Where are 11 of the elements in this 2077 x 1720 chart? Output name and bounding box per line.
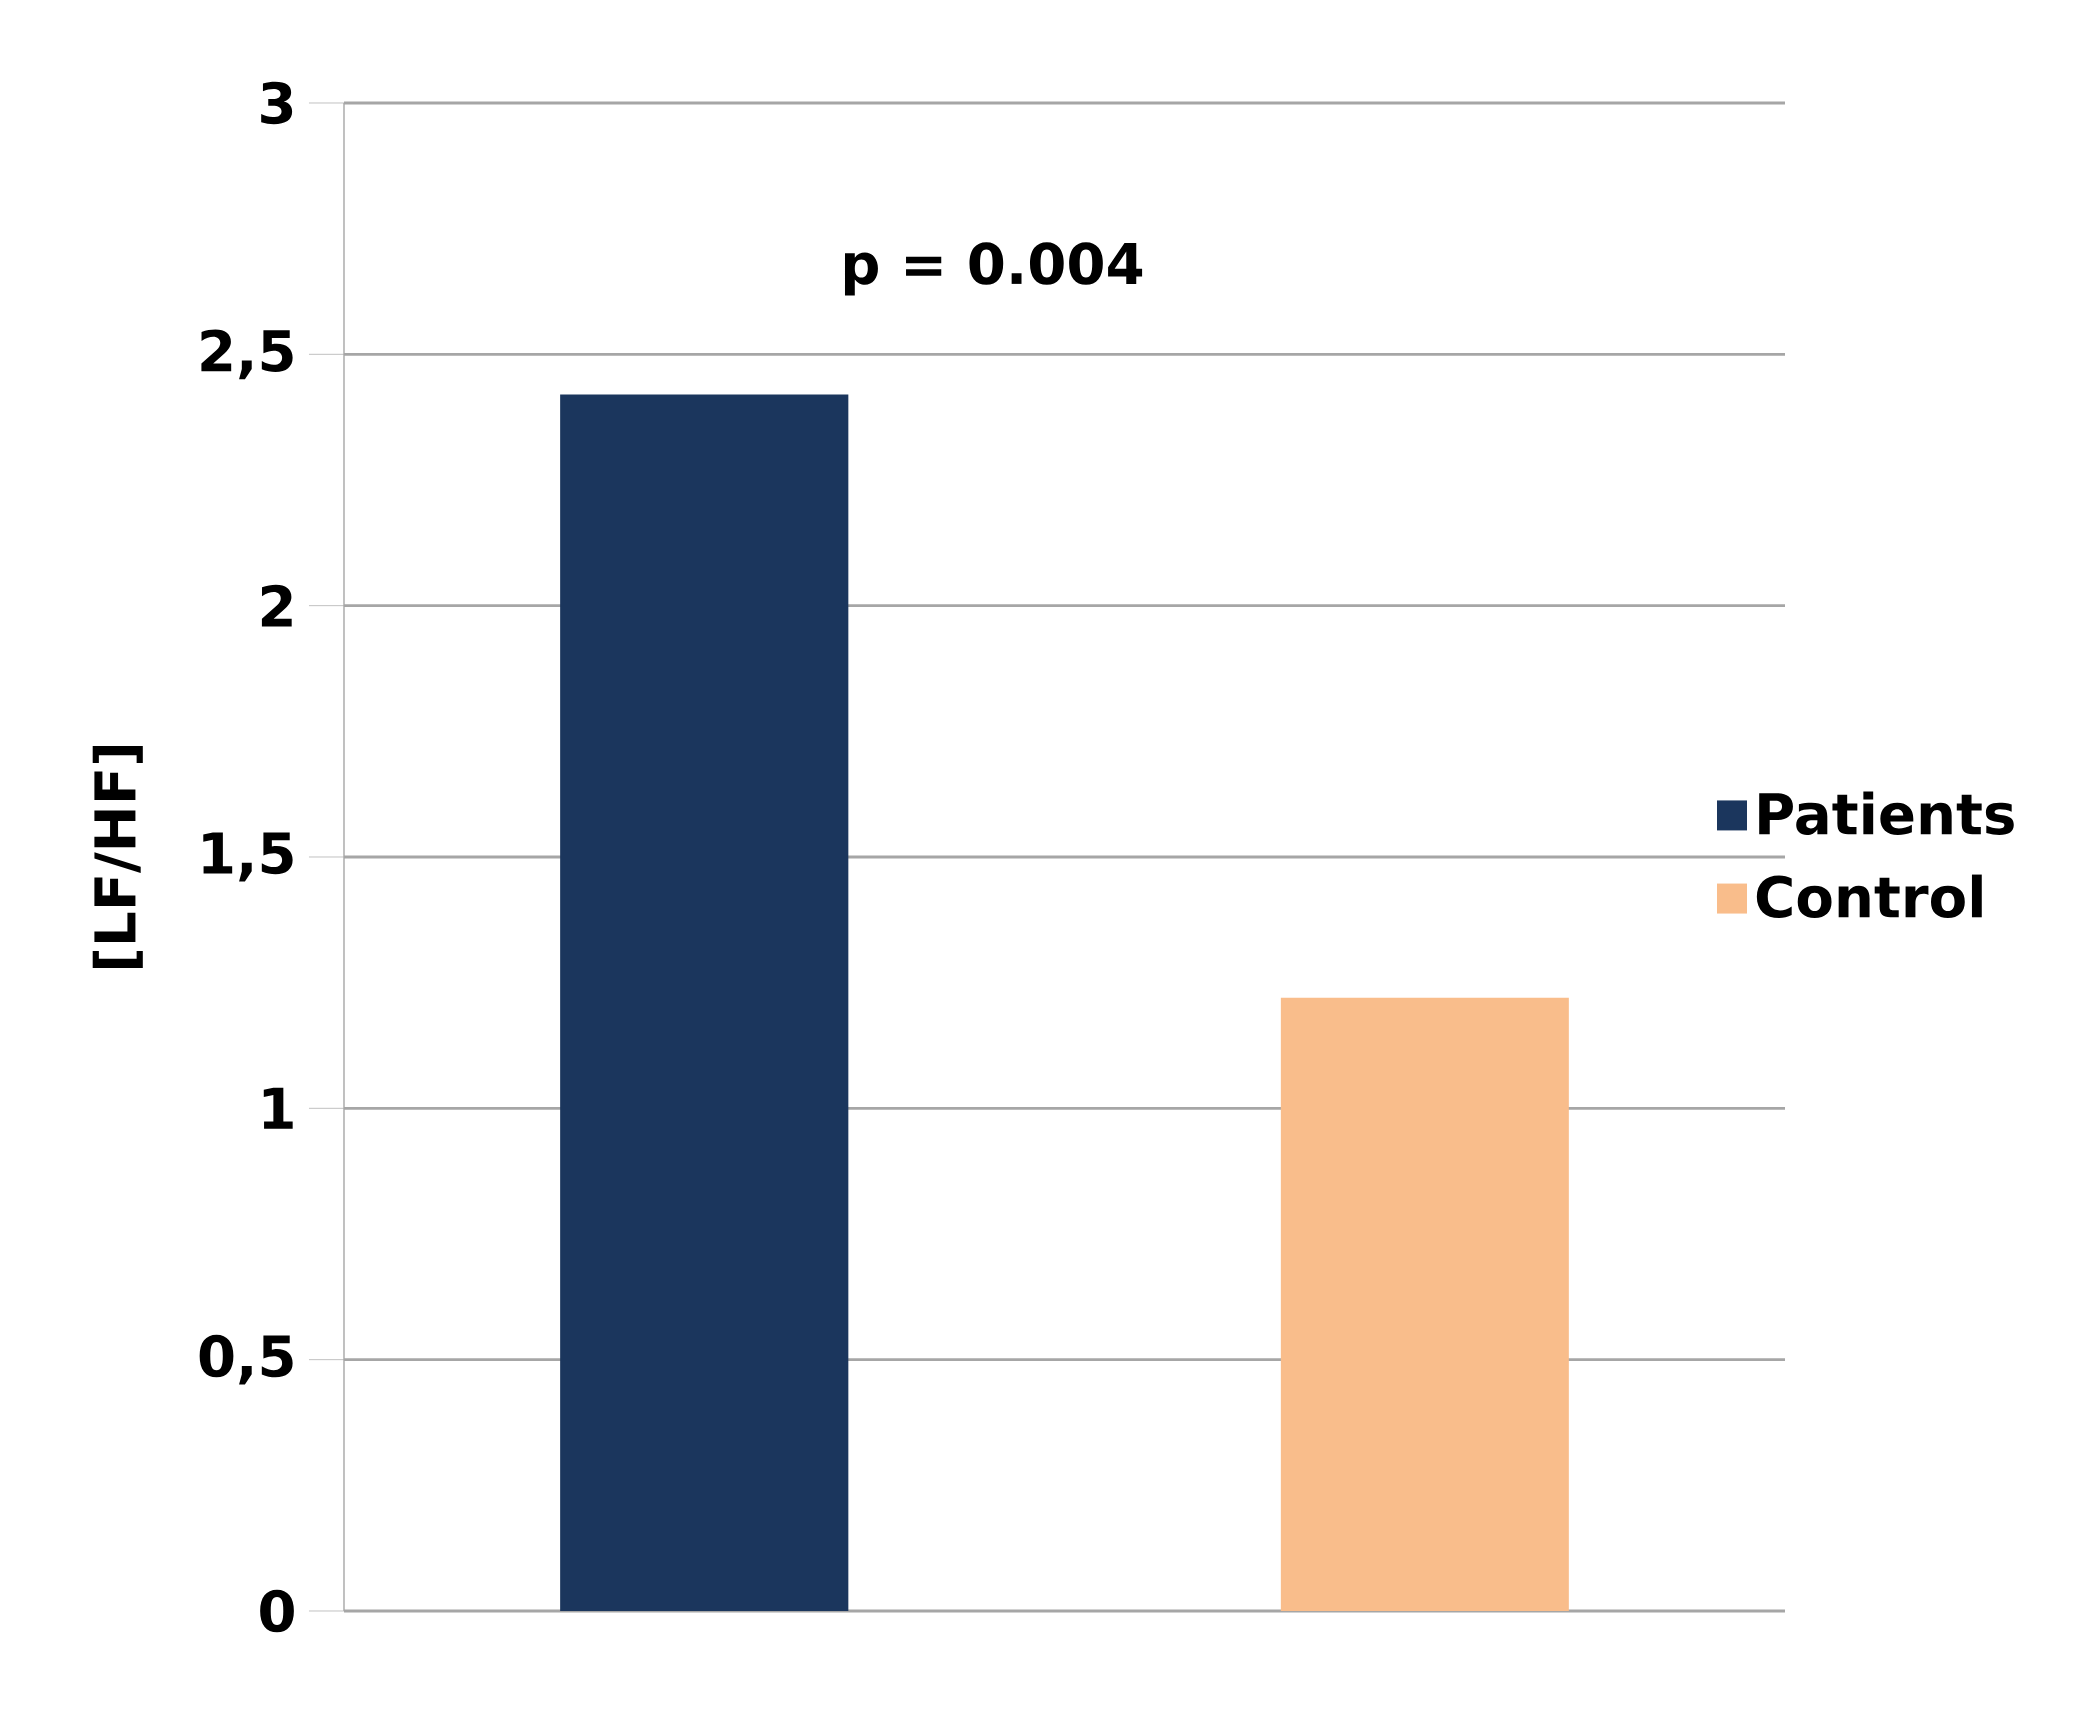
- y-tick-label: 1,5: [203, 832, 293, 882]
- annotation: p = 0.004: [844, 242, 1143, 296]
- y-tick-label: 2: [261, 584, 292, 627]
- legend-label: Patients: [1759, 791, 2014, 835]
- y-tick-label: 0: [260, 1589, 294, 1633]
- y-tick-label: 0,5: [199, 1334, 293, 1385]
- y-tick-label: 1: [263, 1087, 293, 1129]
- y-tick-label: 2,5: [201, 329, 293, 380]
- legend-label: Control: [1756, 874, 1982, 919]
- y-axis-title: [LF/HF]: [92, 746, 143, 968]
- y-tick-label: 3: [261, 81, 293, 125]
